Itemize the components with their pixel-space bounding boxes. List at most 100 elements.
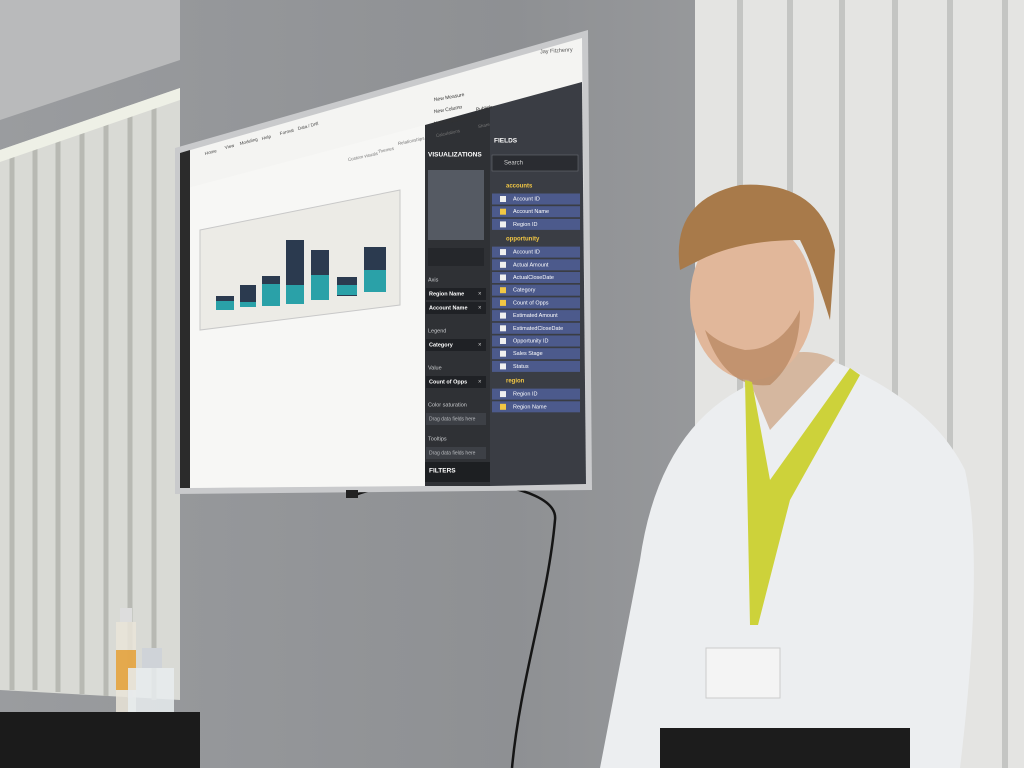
remove-icon: ×	[478, 343, 482, 349]
well-label: Axis	[428, 277, 439, 283]
field-row	[492, 297, 580, 309]
fields-pane	[490, 82, 586, 486]
field-name: Region ID	[513, 222, 537, 228]
blind-rail	[0, 88, 180, 162]
field-checkbox	[500, 312, 506, 319]
drop-placeholder: Drag data fields here	[429, 450, 476, 456]
field-checkbox	[500, 299, 506, 306]
left-blinds	[0, 88, 180, 700]
field-row	[492, 259, 580, 271]
field-checkbox	[500, 208, 506, 215]
search-box	[491, 154, 579, 172]
field-row	[492, 193, 580, 205]
table-name: opportunity	[506, 237, 540, 243]
well-label: Tooltips	[428, 436, 447, 442]
drop-zone	[426, 447, 486, 459]
field-name: Sales Stage	[513, 351, 543, 357]
filters-bar	[425, 462, 490, 482]
tv-sensor	[346, 490, 358, 498]
field-checkbox	[500, 338, 506, 344]
field-row	[492, 388, 580, 400]
ribbon-tab: Home	[204, 148, 217, 156]
field-row	[492, 218, 580, 230]
ribbon-tab: Modeling	[239, 136, 258, 146]
field-name: Account ID	[513, 196, 540, 202]
remove-icon: ×	[478, 380, 482, 386]
well-label: Legend	[428, 328, 446, 334]
field-checkbox	[500, 196, 506, 202]
ribbon-tab: View	[224, 143, 235, 151]
field-name: EstimatedCloseDate	[513, 326, 563, 332]
field-name: Region ID	[513, 392, 537, 398]
field-name: Account ID	[513, 250, 540, 256]
field-checkbox	[500, 249, 506, 256]
remove-icon: ×	[478, 292, 482, 298]
field-name: ActualCloseDate	[513, 275, 554, 281]
field-checkbox	[500, 325, 506, 332]
field-name: Opportunity ID	[513, 338, 548, 344]
field-name: Count of Opps	[513, 300, 549, 306]
viz-icons	[428, 170, 484, 266]
field-checkbox	[500, 391, 506, 398]
field-checkbox	[500, 403, 506, 410]
well-label: Value	[428, 365, 442, 371]
pane-title: FILTERS	[429, 468, 456, 475]
field-name: Category	[513, 288, 536, 294]
field-checkbox	[500, 261, 506, 268]
well-field	[426, 288, 486, 300]
ribbon-tab: Help	[261, 134, 272, 141]
ribbon-group: Custom visuals	[347, 151, 379, 162]
field-checkbox	[500, 274, 506, 281]
well-field-name: Category	[429, 342, 454, 348]
field-row	[492, 284, 580, 296]
table-name: accounts	[506, 184, 533, 190]
field-row	[492, 322, 580, 334]
well-label: Color saturation	[428, 402, 467, 408]
ribbon-tab: Format	[279, 127, 295, 136]
pane-title: FIELDS	[494, 138, 518, 145]
well-field-name: Count of Opps	[429, 379, 467, 385]
field-row	[492, 272, 580, 283]
field-name: Actual Amount	[513, 262, 549, 268]
ribbon-button: New Measure	[434, 92, 466, 103]
field-row	[492, 360, 580, 372]
field-name: Estimated Amount	[513, 313, 558, 319]
field-name: Region Name	[513, 404, 547, 410]
field-row	[492, 348, 580, 360]
field-name: Status	[513, 364, 529, 370]
left-blind-slats	[9, 100, 157, 700]
ribbon-button: New Column	[434, 104, 463, 115]
ribbon-group: Relationships	[397, 135, 425, 146]
well-field-name: Account Name	[429, 305, 468, 311]
field-checkbox	[500, 287, 506, 294]
well-field	[426, 376, 486, 388]
remove-icon: ×	[478, 306, 482, 312]
well-field	[426, 339, 486, 351]
ribbon-tab: Data / Drill	[297, 121, 319, 131]
field-checkbox	[500, 350, 506, 357]
field-row	[492, 335, 580, 347]
pane-title: VISUALIZATIONS	[428, 152, 482, 159]
ceiling	[0, 0, 180, 120]
well-field	[426, 302, 486, 314]
table-name: region	[506, 379, 525, 385]
ribbon-group: Share	[477, 122, 490, 129]
drop-zone	[426, 413, 486, 425]
field-row	[492, 401, 580, 413]
field-name: Account Name	[513, 209, 549, 215]
left-nav	[180, 150, 190, 488]
field-checkbox	[500, 363, 506, 370]
field-checkbox	[500, 221, 506, 228]
well-field-name: Region Name	[429, 291, 464, 297]
bar-visual	[216, 240, 386, 310]
field-row	[492, 310, 580, 322]
user-name: Jay Fitzhenry	[540, 47, 573, 55]
presenter	[600, 184, 974, 768]
ribbon-group: Calculations	[435, 128, 461, 138]
field-row	[492, 246, 580, 258]
search-placeholder: Search	[504, 161, 523, 167]
ribbon-button: Publish	[476, 104, 493, 113]
drop-placeholder: Drag data fields here	[429, 416, 476, 422]
